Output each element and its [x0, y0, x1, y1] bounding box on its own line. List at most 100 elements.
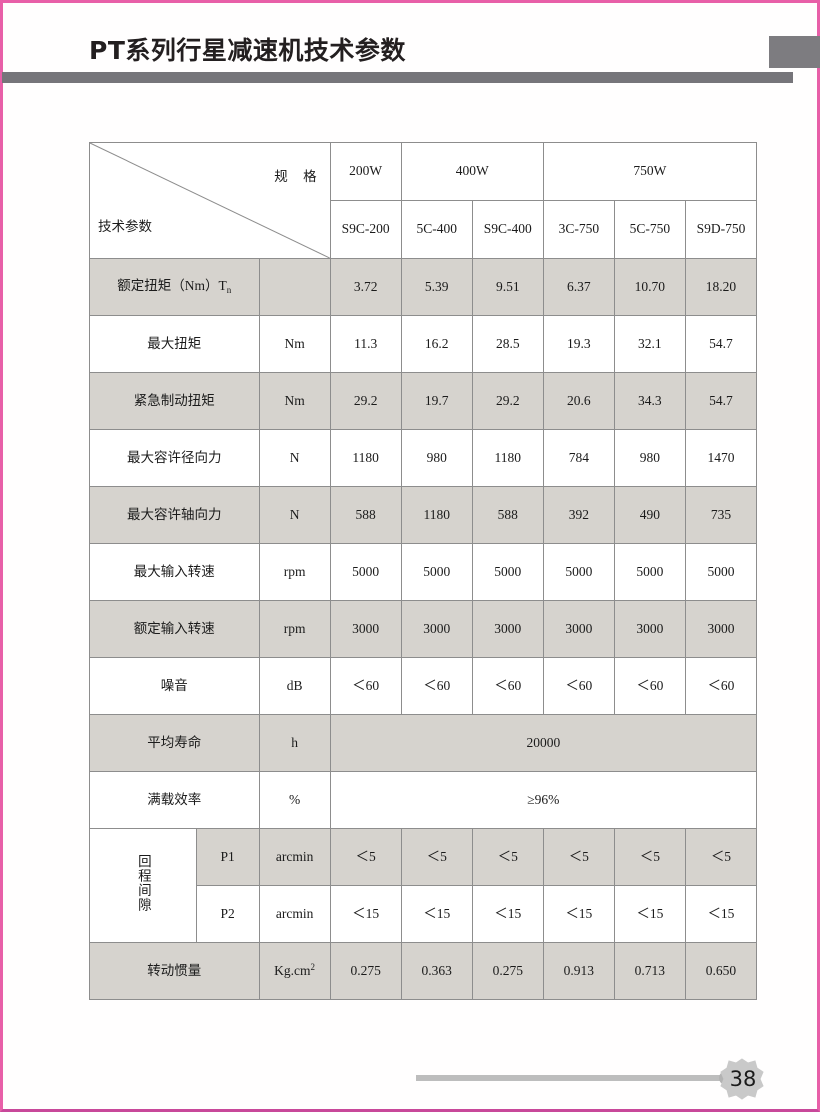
row-unit: rpm — [258, 600, 331, 658]
cell-value: ＜5 — [329, 828, 402, 886]
row-unit: arcmin — [258, 828, 331, 886]
row-label: 转动惯量 — [89, 942, 260, 1000]
row-label: 额定扭矩（Nm）Tn — [89, 258, 260, 316]
model-header-5: 5C-750 — [613, 200, 686, 259]
row-unit: dB — [258, 657, 331, 715]
table-row: P2 arcmin ＜15 ＜15 ＜15 ＜15 ＜15 ＜15 — [90, 885, 758, 943]
cell-value: 490 — [613, 486, 686, 544]
row-label: 平均寿命 — [89, 714, 260, 772]
model-header-4: 3C-750 — [542, 200, 615, 259]
cell-value: 5000 — [471, 543, 544, 601]
row-label: 最大输入转速 — [89, 543, 260, 601]
cell-value: 5000 — [542, 543, 615, 601]
cell-value: 0.363 — [400, 942, 473, 1000]
cell-value: 11.3 — [329, 315, 402, 373]
cell-value: 5.39 — [400, 258, 473, 316]
cell-value: 5000 — [684, 543, 758, 601]
table-row: 额定输入转速 rpm 3000 3000 3000 3000 3000 3000 — [89, 600, 758, 658]
row-unit: N — [258, 486, 331, 544]
table-row: 满载效率 % ≥96% — [89, 771, 758, 829]
page-number-text: 38 — [729, 1067, 757, 1091]
footer-rule — [416, 1075, 736, 1081]
cell-value: 784 — [542, 429, 615, 487]
cell-value: 3000 — [329, 600, 402, 658]
row-label: 最大容许径向力 — [89, 429, 260, 487]
row-label: 额定输入转速 — [89, 600, 260, 658]
cell-value: 5000 — [613, 543, 686, 601]
cell-value: 29.2 — [471, 372, 544, 430]
row-unit — [258, 258, 331, 316]
cell-value: 0.713 — [613, 942, 686, 1000]
cell-value: ＜60 — [613, 657, 686, 715]
cell-value: 6.37 — [542, 258, 615, 316]
cell-value: 3000 — [684, 600, 758, 658]
row-unit: Kg.cm2 — [258, 942, 331, 1000]
cell-value: 10.70 — [613, 258, 686, 316]
cell-value: ＜5 — [542, 828, 615, 886]
cell-value: ＜5 — [471, 828, 544, 886]
row-unit: arcmin — [258, 885, 331, 943]
cell-value: 980 — [400, 429, 473, 487]
cell-value: 18.20 — [684, 258, 758, 316]
row-unit: h — [258, 714, 331, 772]
page-title: PT系列行星减速机技术参数 — [89, 36, 406, 65]
model-header-2: 5C-400 — [400, 200, 473, 259]
cell-value: 735 — [684, 486, 758, 544]
row-unit: Nm — [258, 315, 331, 373]
cell-value: 20.6 — [542, 372, 615, 430]
cell-value: 19.7 — [400, 372, 473, 430]
cell-value: ＜60 — [684, 657, 758, 715]
row-label: P2 — [195, 885, 260, 943]
cell-value: ＜60 — [542, 657, 615, 715]
cell-value: 588 — [471, 486, 544, 544]
row-unit: rpm — [258, 543, 331, 601]
cell-value: 588 — [329, 486, 402, 544]
row-label: P1 — [195, 828, 260, 886]
cell-value: 5000 — [400, 543, 473, 601]
cell-value: 19.3 — [542, 315, 615, 373]
power-group-200w: 200W — [329, 142, 402, 201]
row-unit-text: Kg.cm — [274, 963, 311, 979]
model-header-1: S9C-200 — [329, 200, 402, 259]
row-label: 紧急制动扭矩 — [89, 372, 260, 430]
cell-value-merged: ≥96% — [329, 771, 758, 829]
cell-value: ＜15 — [542, 885, 615, 943]
table-header-power-row: 规 格 技术参数 200W 400W 750W — [89, 142, 758, 259]
cell-value: ＜5 — [613, 828, 686, 886]
table-row: 回程间隙 P1 arcmin ＜5 ＜5 ＜5 ＜5 ＜5 ＜5 — [89, 828, 758, 943]
cell-value: 1180 — [400, 486, 473, 544]
title-rule — [2, 72, 793, 83]
row-label: 最大容许轴向力 — [89, 486, 260, 544]
cell-value: ＜60 — [400, 657, 473, 715]
cell-value: 32.1 — [613, 315, 686, 373]
cell-value: 3000 — [542, 600, 615, 658]
cell-value: 0.650 — [684, 942, 758, 1000]
cell-value: ＜15 — [329, 885, 402, 943]
table-row: 最大扭矩 Nm 11.3 16.2 28.5 19.3 32.1 54.7 — [89, 315, 758, 373]
cell-value: 0.275 — [471, 942, 544, 1000]
cell-value: 1470 — [684, 429, 758, 487]
cell-value: 1180 — [329, 429, 402, 487]
table-row: 最大输入转速 rpm 5000 5000 5000 5000 5000 5000 — [89, 543, 758, 601]
table-corner-header: 规 格 技术参数 — [89, 142, 331, 259]
specification-table: 规 格 技术参数 200W 400W 750W S9C-200 5C-400 S… — [89, 142, 758, 1000]
model-header-3: S9C-400 — [471, 200, 544, 259]
cell-value: ＜5 — [684, 828, 758, 886]
row-unit: Nm — [258, 372, 331, 430]
power-group-750w: 750W — [542, 142, 758, 201]
cell-value: 9.51 — [471, 258, 544, 316]
cell-value: 34.3 — [613, 372, 686, 430]
row-unit-superscript: 2 — [310, 962, 316, 973]
cell-value: 16.2 — [400, 315, 473, 373]
cell-value: 29.2 — [329, 372, 402, 430]
cell-value: 5000 — [329, 543, 402, 601]
cell-value: 392 — [542, 486, 615, 544]
cell-value: 980 — [613, 429, 686, 487]
table-row: 转动惯量 Kg.cm2 0.275 0.363 0.275 0.913 0.71… — [89, 942, 758, 1000]
cell-value: 3000 — [400, 600, 473, 658]
cell-value: ＜15 — [471, 885, 544, 943]
corner-param-label: 技术参数 — [98, 219, 152, 235]
cell-value: ＜15 — [400, 885, 473, 943]
cell-value: ＜15 — [613, 885, 686, 943]
